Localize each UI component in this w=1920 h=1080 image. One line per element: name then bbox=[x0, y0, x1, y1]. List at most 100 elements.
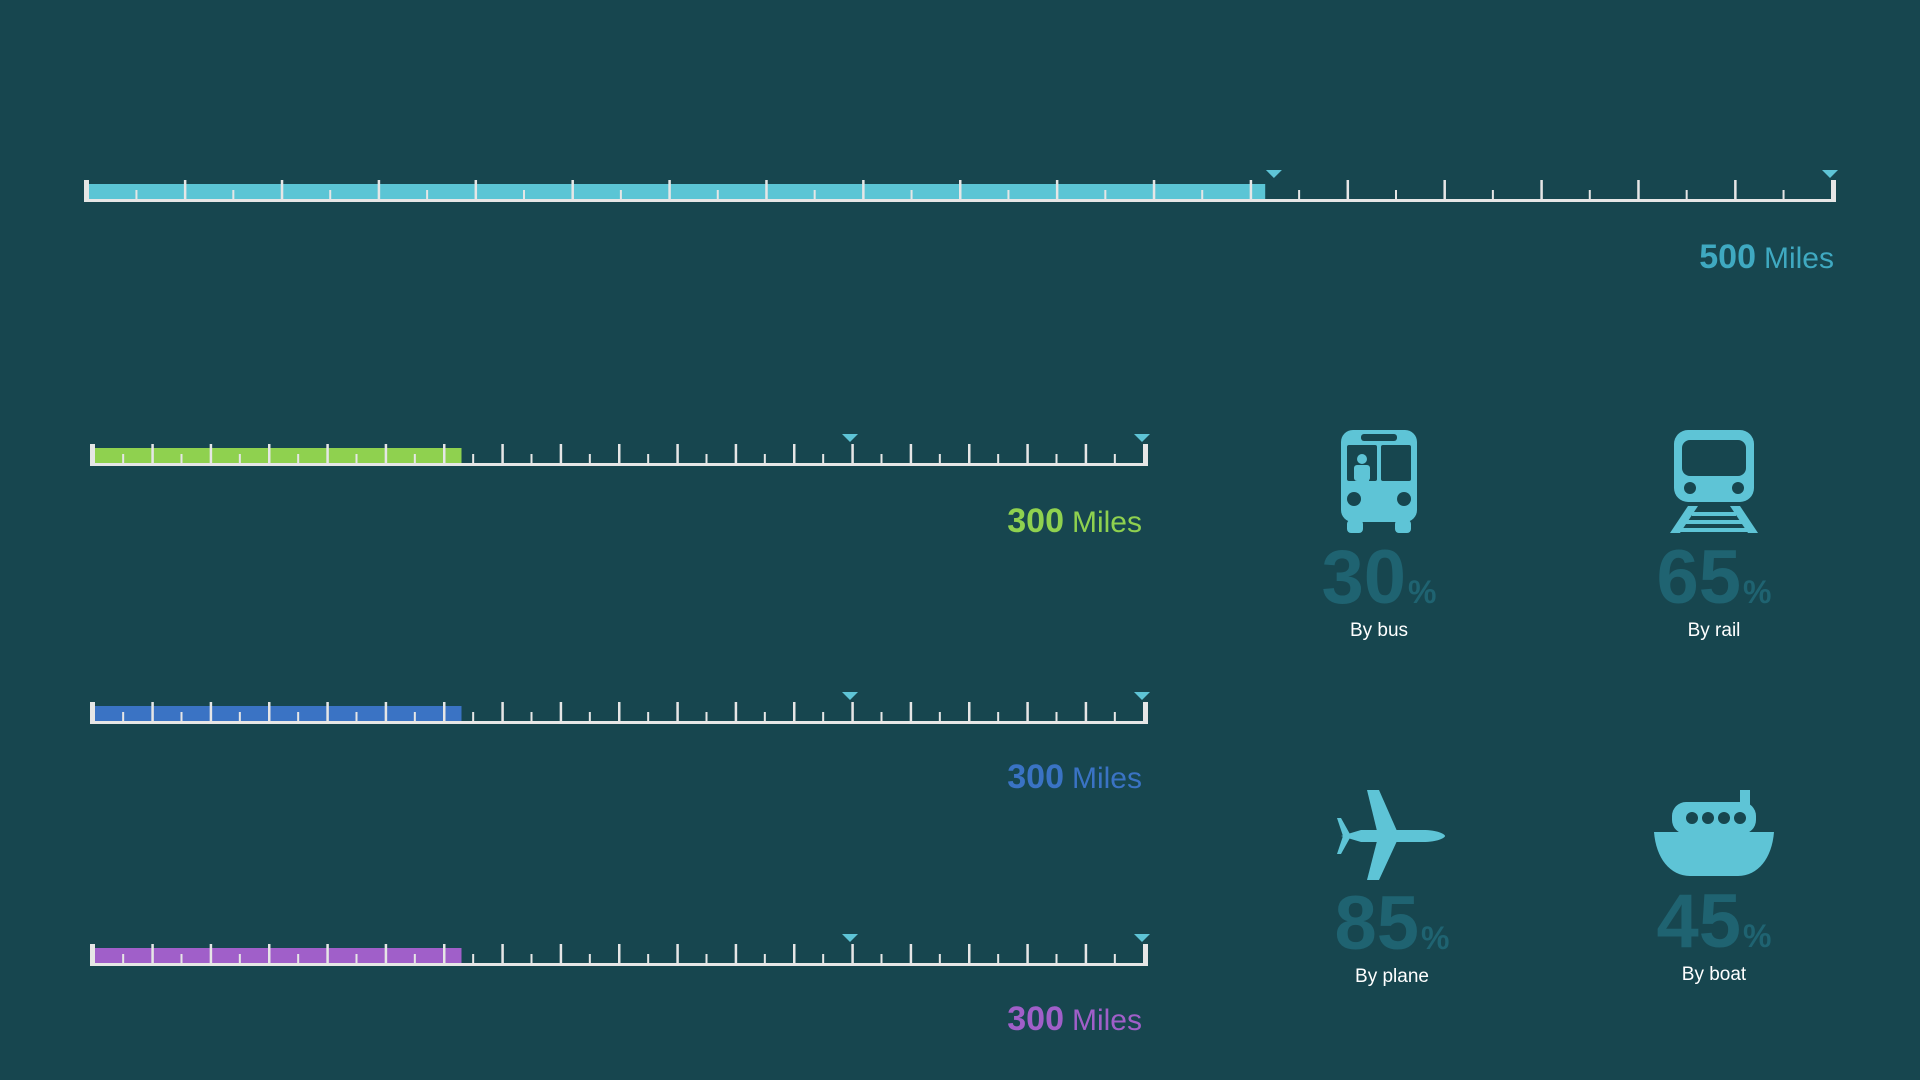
ruler-minor-tick bbox=[297, 954, 300, 964]
ruler-minor-tick bbox=[1104, 190, 1107, 200]
ruler-major-tick bbox=[384, 702, 388, 722]
stat-boat-caption: By boat bbox=[1681, 964, 1747, 985]
ruler-minor-tick bbox=[763, 454, 766, 464]
ruler-baseline bbox=[90, 463, 1148, 466]
ruler-major-tick bbox=[209, 944, 213, 964]
ruler-blue-value: 300 bbox=[1007, 758, 1064, 796]
ruler-marker bbox=[1134, 692, 1150, 700]
ruler-major-tick bbox=[909, 444, 913, 464]
stat-boat-sign: % bbox=[1743, 918, 1772, 954]
ruler-minor-tick bbox=[238, 454, 241, 464]
ruler-baseline bbox=[84, 199, 1836, 202]
ruler-minor-tick bbox=[619, 190, 622, 200]
ruler-minor-tick bbox=[180, 454, 183, 464]
ruler-major-tick bbox=[862, 180, 865, 200]
ruler-major-tick bbox=[1084, 702, 1088, 722]
stat-bus: 30% By bus bbox=[1249, 428, 1509, 642]
ruler-cap-right bbox=[1143, 444, 1148, 466]
ruler-svg bbox=[90, 692, 1150, 724]
ruler-minor-tick bbox=[588, 712, 591, 722]
ruler-minor-tick bbox=[530, 454, 533, 464]
ruler-major-tick bbox=[268, 702, 271, 722]
stat-boat: 45% By boat bbox=[1584, 790, 1844, 986]
ruler-major-tick bbox=[377, 180, 381, 200]
ruler-minor-tick bbox=[822, 712, 825, 722]
ruler-minor-tick bbox=[822, 954, 825, 964]
ruler-major-tick bbox=[668, 180, 671, 200]
ruler-marker bbox=[842, 692, 858, 700]
ruler-major-tick bbox=[559, 444, 563, 464]
ruler-minor-tick bbox=[180, 712, 183, 722]
ruler-minor-tick bbox=[813, 190, 816, 200]
ruler-major-tick bbox=[280, 180, 284, 200]
ruler-minor-tick bbox=[1055, 712, 1058, 722]
ruler-minor-tick bbox=[705, 954, 708, 964]
ruler-major-tick bbox=[959, 180, 962, 200]
ruler-minor-tick bbox=[180, 954, 183, 964]
ruler-minor-tick bbox=[1298, 190, 1301, 200]
ruler-purple-value: 300 bbox=[1007, 1000, 1064, 1038]
ruler-major-tick bbox=[1084, 444, 1088, 464]
ruler-minor-tick bbox=[997, 454, 1000, 464]
ruler-green-unit: Miles bbox=[1071, 506, 1142, 539]
stat-bus-percent: 30 bbox=[1321, 535, 1407, 620]
ruler-major-tick bbox=[559, 944, 563, 964]
ruler-marker bbox=[842, 434, 858, 442]
ruler-minor-tick bbox=[1055, 954, 1058, 964]
ruler-minor-tick bbox=[705, 454, 708, 464]
ruler-minor-tick bbox=[1782, 190, 1785, 200]
stat-plane-caption: By plane bbox=[1355, 966, 1429, 987]
ruler-major-tick bbox=[474, 180, 478, 200]
ruler-minor-tick bbox=[938, 712, 941, 722]
ruler-minor-tick bbox=[997, 712, 1000, 722]
ruler-major-tick bbox=[765, 180, 768, 200]
ruler-minor-tick bbox=[122, 454, 125, 464]
ruler-fill bbox=[94, 948, 462, 964]
ruler-minor-tick bbox=[822, 454, 825, 464]
ruler-minor-tick bbox=[1201, 190, 1204, 200]
ruler-minor-tick bbox=[238, 954, 241, 964]
ruler-minor-tick bbox=[1685, 190, 1688, 200]
ruler-minor-tick bbox=[763, 712, 766, 722]
ruler-fill bbox=[94, 706, 462, 722]
ruler-major-tick bbox=[793, 702, 796, 722]
stat-bus-caption: By bus bbox=[1349, 620, 1409, 641]
ruler-major-tick bbox=[1249, 180, 1253, 200]
train-icon bbox=[1670, 430, 1758, 533]
ruler-main bbox=[84, 170, 1838, 210]
ruler-major-tick bbox=[384, 944, 388, 964]
ruler-major-tick bbox=[501, 944, 504, 964]
ruler-major-tick bbox=[151, 944, 154, 964]
ruler-svg bbox=[90, 434, 1150, 466]
ruler-purple-unit: Miles bbox=[1071, 1004, 1142, 1037]
ruler-major-tick bbox=[1734, 180, 1737, 200]
ruler-major-tick bbox=[151, 702, 154, 722]
ruler-major-tick bbox=[1026, 444, 1029, 464]
ruler-minor-tick bbox=[122, 712, 125, 722]
ruler-minor-tick bbox=[413, 454, 416, 464]
ruler-marker bbox=[842, 934, 858, 942]
ruler-baseline bbox=[90, 963, 1148, 966]
ruler-major-tick bbox=[851, 702, 854, 722]
ruler-major-tick bbox=[618, 702, 621, 722]
stat-rail-sign: % bbox=[1743, 574, 1772, 610]
ruler-minor-tick bbox=[880, 954, 883, 964]
ruler-major-tick bbox=[851, 944, 854, 964]
ruler-major-tick bbox=[793, 444, 796, 464]
ruler-minor-tick bbox=[647, 454, 650, 464]
stat-rail-caption: By rail bbox=[1687, 620, 1741, 641]
ruler-major-tick bbox=[1055, 180, 1059, 200]
ruler-purple bbox=[90, 934, 1150, 974]
ruler-major-tick bbox=[209, 444, 213, 464]
ruler-major-tick bbox=[909, 944, 913, 964]
bus-icon bbox=[1341, 430, 1417, 533]
ruler-blue-unit: Miles bbox=[1071, 762, 1142, 795]
ruler-major-tick bbox=[326, 444, 329, 464]
ruler-minor-tick bbox=[297, 712, 300, 722]
ruler-major-tick bbox=[268, 444, 271, 464]
stat-plane-sign: % bbox=[1421, 920, 1450, 956]
ruler-major-tick bbox=[571, 180, 574, 200]
ruler-minor-tick bbox=[1007, 190, 1010, 200]
ruler-minor-tick bbox=[472, 712, 475, 722]
stat-boat-percent: 45 bbox=[1656, 879, 1742, 964]
